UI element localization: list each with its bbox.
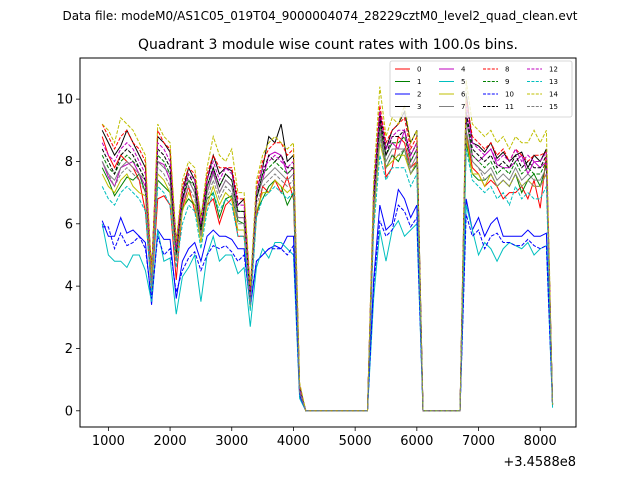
legend-label: 5 [461, 78, 465, 86]
y-tick-label: 10 [56, 93, 73, 108]
legend-label: 7 [461, 103, 465, 111]
x-tick-label: 3000 [215, 434, 248, 449]
x-tick-label: 6000 [400, 434, 433, 449]
legend-label: 15 [549, 103, 558, 111]
chart-title: Quadrant 3 module wise count rates with … [138, 37, 518, 53]
series-line-0 [101, 114, 554, 412]
series-line-6 [101, 136, 554, 412]
legend-label: 9 [505, 78, 509, 86]
x-tick-label: 8000 [524, 434, 557, 449]
legend-label: 10 [505, 91, 514, 99]
chart-suptitle: Data file: modeM0/AS1C05_019T04_90000040… [62, 9, 577, 23]
x-tick-label: 5000 [339, 434, 372, 449]
y-tick-label: 4 [65, 280, 73, 295]
y-tick-label: 0 [65, 404, 73, 419]
legend-label: 2 [417, 91, 421, 99]
x-tick-label: 1000 [92, 434, 125, 449]
x-tick-label: 4000 [277, 434, 310, 449]
x-axis-offset-label: +3.4588e8 [503, 455, 576, 470]
series-line-3 [101, 92, 554, 412]
series-line-14 [101, 80, 554, 412]
axis-ticks: 1000 2000 3000 4000 5000 6000 7000 8000 0 2 4 6 8 10 [56, 93, 556, 449]
legend-label: 0 [417, 66, 421, 74]
legend-label: 12 [549, 66, 558, 74]
series-line-12 [101, 105, 554, 412]
legend-label: 6 [461, 91, 466, 99]
x-tick-label: 7000 [462, 434, 495, 449]
legend-label: 8 [505, 66, 509, 74]
legend-label: 11 [505, 103, 514, 111]
legend-box [389, 60, 573, 118]
series-line-2 [101, 188, 554, 412]
x-tick-label: 2000 [154, 434, 187, 449]
series-group [101, 80, 554, 412]
y-tick-label: 6 [65, 217, 73, 232]
y-tick-label: 2 [65, 342, 73, 357]
legend-label: 13 [549, 78, 558, 86]
legend-label: 14 [549, 91, 558, 99]
legend-label: 3 [417, 103, 421, 111]
series-line-15 [101, 130, 554, 412]
series-line-7 [101, 130, 554, 412]
plot-frame [79, 57, 577, 428]
legend-label: 4 [461, 66, 466, 74]
series-line-11 [101, 111, 554, 412]
y-tick-label: 8 [65, 155, 73, 170]
legend-label: 1 [417, 78, 421, 86]
series-line-1 [101, 130, 554, 412]
